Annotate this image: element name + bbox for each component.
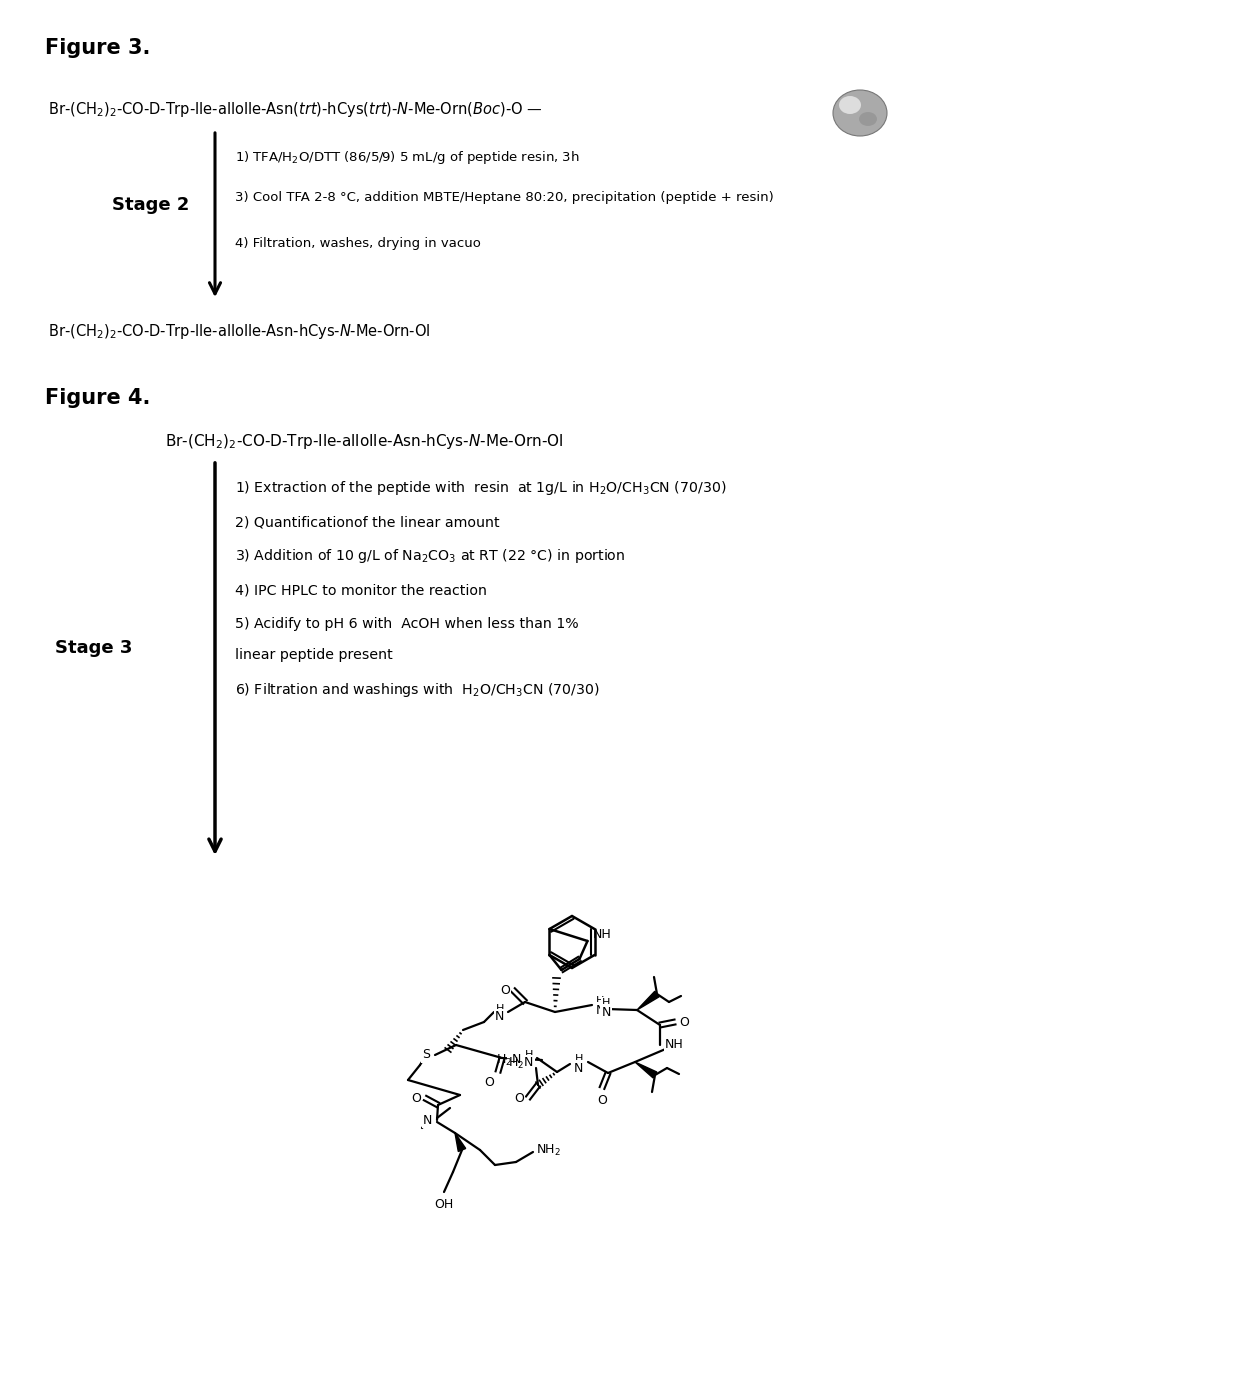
Text: 4) IPC HPLC to monitor the reaction: 4) IPC HPLC to monitor the reaction xyxy=(236,583,487,597)
Text: 4) Filtration, washes, drying in vacuo: 4) Filtration, washes, drying in vacuo xyxy=(236,236,481,250)
Text: H: H xyxy=(525,1050,533,1060)
Text: N: N xyxy=(523,1057,533,1070)
Text: 3) Addition of 10 g/L of Na$_2$CO$_3$ at RT (22 °C) in portion: 3) Addition of 10 g/L of Na$_2$CO$_3$ at… xyxy=(236,547,625,565)
Text: O: O xyxy=(484,1076,494,1089)
Text: H: H xyxy=(601,999,610,1008)
Text: 2) Quantificationof the linear amount: 2) Quantificationof the linear amount xyxy=(236,515,500,529)
Text: 3) Cool TFA 2-8 °C, addition MBTE/Heptane 80:20, precipitation (peptide + resin): 3) Cool TFA 2-8 °C, addition MBTE/Heptan… xyxy=(236,192,774,204)
Polygon shape xyxy=(637,992,660,1010)
Text: H$_2$N: H$_2$N xyxy=(496,1053,522,1068)
Text: Br-(CH$_2$)$_2$-CO-D-Trp-Ile-alloIle-Asn($\mathit{trt}$)-hCys($\mathit{trt}$)-$\: Br-(CH$_2$)$_2$-CO-D-Trp-Ile-alloIle-Asn… xyxy=(48,100,543,119)
Polygon shape xyxy=(455,1133,466,1151)
Text: N: N xyxy=(601,1006,610,1018)
Text: Figure 4.: Figure 4. xyxy=(45,388,150,408)
Text: Br-(CH$_2$)$_2$-CO-D-Trp-Ile-alloIle-Asn-hCys-$\mathit{N}$-Me-Orn-Ol: Br-(CH$_2$)$_2$-CO-D-Trp-Ile-alloIle-Asn… xyxy=(165,432,564,451)
Ellipse shape xyxy=(839,96,861,114)
Text: N: N xyxy=(423,1114,432,1126)
Text: H$_2$N: H$_2$N xyxy=(508,1056,534,1071)
Text: Figure 3.: Figure 3. xyxy=(45,38,150,58)
Text: 6) Filtration and washings with  H$_2$O/CH$_3$CN (70/30): 6) Filtration and washings with H$_2$O/C… xyxy=(236,681,600,699)
Text: 1) TFA/H$_2$O/DTT (86/5/9) 5 mL/g of peptide resin, 3h: 1) TFA/H$_2$O/DTT (86/5/9) 5 mL/g of pep… xyxy=(236,150,580,167)
Text: NH: NH xyxy=(665,1038,683,1050)
Text: H: H xyxy=(574,1054,583,1064)
Text: NH: NH xyxy=(593,928,611,942)
Text: NH$_2$: NH$_2$ xyxy=(536,1142,560,1157)
Text: N: N xyxy=(495,1011,503,1024)
Text: O: O xyxy=(515,1092,525,1104)
Text: N: N xyxy=(596,1003,605,1017)
Text: N: N xyxy=(574,1061,583,1075)
Text: Stage 2: Stage 2 xyxy=(112,196,190,214)
Text: Br-(CH$_2$)$_2$-CO-D-Trp-Ile-alloIle-Asn-hCys-$\mathit{N}$-Me-Orn-Ol: Br-(CH$_2$)$_2$-CO-D-Trp-Ile-alloIle-Asn… xyxy=(48,322,430,342)
Text: H: H xyxy=(496,1004,503,1014)
Text: linear peptide present: linear peptide present xyxy=(236,649,393,663)
Text: O: O xyxy=(500,983,510,996)
Ellipse shape xyxy=(833,90,887,136)
Text: 1) Extraction of the peptide with  resin  at 1g/L in H$_2$O/CH$_3$CN (70/30): 1) Extraction of the peptide with resin … xyxy=(236,479,727,497)
Text: H: H xyxy=(596,996,604,1006)
Ellipse shape xyxy=(859,113,877,126)
Text: Stage 3: Stage 3 xyxy=(55,639,133,657)
Polygon shape xyxy=(635,1063,657,1078)
Text: S: S xyxy=(422,1049,430,1061)
Text: OH: OH xyxy=(434,1197,454,1211)
Text: O: O xyxy=(598,1095,606,1107)
Text: O: O xyxy=(412,1092,422,1104)
Text: 5) Acidify to pH 6 with  AcOH when less than 1%: 5) Acidify to pH 6 with AcOH when less t… xyxy=(236,617,579,631)
Text: O: O xyxy=(680,1015,689,1028)
